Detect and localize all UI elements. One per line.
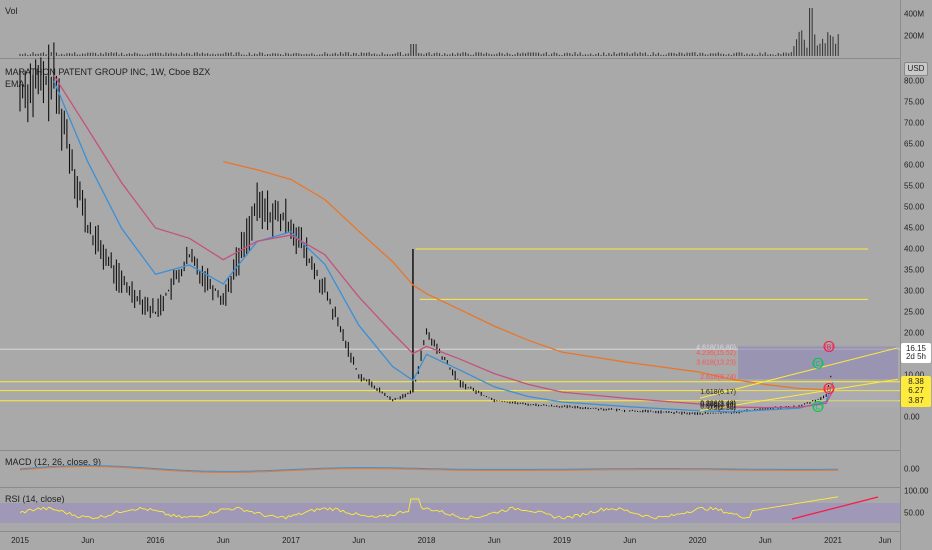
ema-fast-line — [53, 80, 834, 413]
wave-label: (C) — [813, 361, 823, 368]
macd-line — [19, 465, 839, 472]
price-tick: 80.00 — [904, 76, 925, 86]
fib-label: 1.618(6.17) — [700, 389, 736, 396]
price-tick: 35.00 — [904, 265, 925, 275]
volume-title: Vol — [5, 6, 18, 16]
fib-label: 4.618(16.80) — [696, 344, 736, 351]
ema-indicator-label: EMA — [5, 79, 25, 89]
price-axis[interactable] — [900, 0, 932, 550]
time-tick: Jun — [878, 536, 892, 545]
wave-label: (B) — [824, 344, 833, 351]
vol-tick: 200M — [904, 31, 925, 41]
time-tick: Jun — [352, 536, 366, 545]
fib-label: 0.5(2.35) — [708, 405, 736, 412]
pane-divider — [0, 450, 932, 451]
price-tick: 30.00 — [904, 286, 925, 296]
rsi-line — [19, 496, 839, 520]
macd-tick: 0.00 — [904, 464, 920, 474]
pane-divider — [0, 58, 932, 59]
macd-title: MACD (12, 26, close, 9) — [5, 457, 102, 467]
fib-label: 0.786(3.24) — [700, 401, 736, 408]
rsi-tick: 100.00 — [904, 486, 929, 496]
wave-marker — [812, 357, 824, 369]
price-tick: 45.00 — [904, 223, 925, 233]
ema-mid-line — [53, 75, 834, 409]
vol-tick: 400M — [904, 9, 925, 19]
price-tick: 25.00 — [904, 307, 925, 317]
volume-pane: Vol — [0, 0, 900, 58]
pane-divider — [0, 531, 932, 532]
price-tag: 6.27 — [901, 384, 931, 397]
time-tick: 2016 — [146, 536, 165, 545]
ema-slow-line — [223, 160, 834, 391]
chart-title: MARATHON PATENT GROUP INC, 1W, Cboe BZX — [5, 67, 211, 77]
wave-marker — [812, 401, 824, 412]
wave-marker — [823, 340, 835, 352]
time-tick: Jun — [758, 536, 772, 545]
price-pane: MARATHON PATENT GROUP INC, 1W, Cboe BZX … — [0, 59, 900, 449]
wave-marker — [823, 382, 835, 394]
fib-label: 3.618(13.23) — [696, 359, 736, 366]
fib-label: 4.236(15.52) — [696, 350, 736, 357]
price-tag: 2d 5h — [901, 351, 931, 364]
pane-divider — [0, 487, 932, 488]
price-tick: 65.00 — [904, 139, 925, 149]
price-tick: 20.00 — [904, 328, 925, 338]
time-tick: Jun — [81, 536, 95, 545]
channel-line — [699, 347, 899, 399]
fib-label: 0.886(3.48) — [700, 400, 736, 407]
price-tick: 70.00 — [904, 118, 925, 128]
time-tick: 2020 — [688, 536, 707, 545]
fib-zone — [738, 346, 898, 380]
signal-line — [19, 466, 839, 473]
rsi-tick: 50.00 — [904, 508, 925, 518]
price-tick: 55.00 — [904, 181, 925, 191]
price-tick: 75.00 — [904, 97, 925, 107]
time-tick: 2015 — [11, 536, 29, 545]
rsi-trendline — [791, 496, 879, 520]
time-tick: 2021 — [824, 536, 842, 545]
channel-line — [699, 378, 899, 412]
time-tick: 2019 — [553, 536, 571, 545]
rsi-band — [0, 503, 900, 523]
fib-label: 0.618(2.72) — [700, 404, 736, 411]
time-tick: Jun — [623, 536, 637, 545]
wave-label: (B) — [824, 386, 833, 393]
fib-label: 2.618(9.74) — [700, 374, 736, 381]
time-tick: 2018 — [417, 536, 436, 545]
time-tick: Jun — [216, 536, 230, 545]
currency-badge: USD — [904, 62, 928, 76]
price-tick: 0.00 — [904, 412, 920, 422]
price-tag: 3.87 — [901, 394, 931, 407]
time-tick: 2017 — [282, 536, 300, 545]
wave-label: (C) — [813, 405, 823, 412]
price-tick: 60.00 — [904, 160, 925, 170]
price-tick: 50.00 — [904, 202, 925, 212]
price-tick: 10.00 — [904, 371, 924, 380]
price-tick: 40.00 — [904, 244, 925, 254]
time-tick: Jun — [487, 536, 501, 545]
rsi-title: RSI (14, close) — [5, 494, 65, 504]
